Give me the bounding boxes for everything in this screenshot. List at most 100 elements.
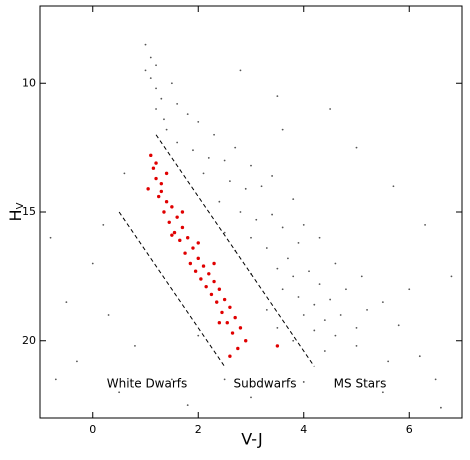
point	[123, 172, 126, 175]
region-label: Subdwarfs	[233, 377, 296, 391]
point	[318, 283, 321, 285]
point	[308, 270, 310, 273]
point	[186, 404, 189, 407]
point	[302, 381, 305, 383]
point	[250, 236, 252, 239]
point	[229, 180, 231, 183]
point	[170, 378, 173, 381]
dashed-divider	[118, 211, 226, 367]
point	[186, 113, 189, 116]
point	[54, 378, 57, 381]
point	[424, 223, 426, 226]
point	[408, 288, 411, 291]
point	[281, 128, 284, 131]
point	[76, 360, 78, 363]
point	[149, 56, 152, 59]
point	[360, 275, 363, 278]
red-point	[159, 181, 164, 186]
point	[118, 391, 121, 394]
point	[302, 314, 305, 316]
y-tick-label: 10	[22, 76, 36, 89]
point	[281, 226, 284, 229]
red-point	[230, 331, 235, 335]
x-tick-label: 4	[300, 423, 307, 436]
point	[339, 314, 342, 316]
red-point	[207, 272, 211, 276]
x-tick-label: 0	[89, 423, 96, 436]
point	[355, 345, 358, 347]
red-point	[204, 284, 208, 289]
red-point	[146, 187, 150, 191]
point	[355, 146, 358, 149]
point	[265, 308, 268, 311]
red-point	[201, 264, 206, 268]
point	[323, 350, 326, 352]
point	[197, 120, 200, 123]
red-point	[220, 310, 224, 315]
point	[318, 236, 321, 239]
x-axis-label: V-J	[241, 430, 262, 449]
red-point	[236, 346, 240, 351]
x-tick-label: 2	[195, 423, 202, 436]
point	[202, 172, 205, 175]
point	[144, 69, 147, 72]
red-point	[212, 261, 216, 266]
region-label: MS Stars	[334, 377, 387, 391]
point	[255, 218, 258, 221]
red-point	[196, 256, 200, 261]
point	[170, 82, 173, 85]
point	[271, 175, 273, 177]
red-point	[228, 354, 232, 358]
point	[155, 64, 157, 67]
point	[163, 118, 165, 121]
point	[271, 213, 273, 216]
point	[250, 164, 252, 167]
point	[387, 360, 390, 363]
point	[297, 296, 300, 298]
point	[165, 128, 168, 131]
point	[149, 77, 152, 79]
point	[397, 324, 400, 327]
point	[223, 378, 226, 381]
point	[276, 267, 279, 270]
point	[102, 223, 105, 226]
point	[218, 200, 221, 203]
red-point	[217, 321, 222, 325]
y-axis-label: HV	[6, 202, 27, 221]
point	[313, 303, 316, 306]
point	[91, 262, 94, 265]
point	[418, 355, 421, 358]
red-point	[183, 251, 187, 255]
point	[281, 288, 284, 291]
dashed-divider	[155, 134, 315, 367]
point	[313, 329, 316, 332]
point	[345, 288, 347, 291]
red-point	[180, 210, 185, 214]
x-tick-label: 6	[406, 423, 413, 436]
red-point	[162, 210, 166, 214]
red-point	[244, 339, 248, 343]
point	[197, 334, 200, 337]
red-point	[156, 194, 161, 199]
point	[223, 231, 226, 234]
red-point	[180, 225, 185, 230]
point	[276, 326, 279, 329]
red-point	[228, 305, 232, 309]
red-point	[199, 277, 203, 281]
red-point	[186, 236, 190, 240]
red-point	[154, 161, 158, 165]
point	[392, 185, 395, 188]
point	[334, 334, 337, 337]
y-axis-label-sub: V	[15, 202, 26, 209]
red-point	[225, 321, 229, 325]
point	[265, 247, 268, 249]
red-point	[233, 315, 237, 320]
point	[207, 157, 210, 159]
red-point	[164, 200, 169, 204]
point	[155, 108, 157, 110]
point	[276, 95, 279, 98]
region-label: White Dwarfs	[107, 377, 188, 391]
point	[250, 396, 252, 399]
red-point	[212, 279, 216, 284]
point	[49, 236, 52, 239]
